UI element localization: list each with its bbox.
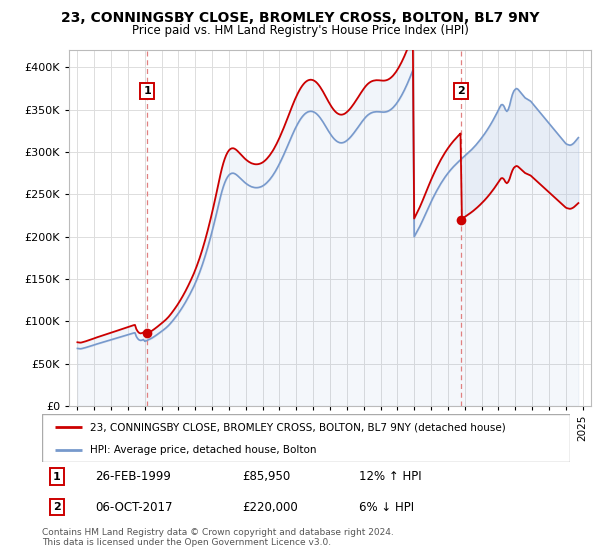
Text: 6% ↓ HPI: 6% ↓ HPI <box>359 501 414 514</box>
Text: 1: 1 <box>143 86 151 96</box>
Text: 23, CONNINGSBY CLOSE, BROMLEY CROSS, BOLTON, BL7 9NY: 23, CONNINGSBY CLOSE, BROMLEY CROSS, BOL… <box>61 11 539 25</box>
Text: 06-OCT-2017: 06-OCT-2017 <box>95 501 172 514</box>
Text: 2: 2 <box>53 502 61 512</box>
Text: 12% ↑ HPI: 12% ↑ HPI <box>359 470 421 483</box>
Text: HPI: Average price, detached house, Bolton: HPI: Average price, detached house, Bolt… <box>89 445 316 455</box>
Text: £85,950: £85,950 <box>242 470 291 483</box>
Text: 1: 1 <box>53 472 61 482</box>
Text: Contains HM Land Registry data © Crown copyright and database right 2024.
This d: Contains HM Land Registry data © Crown c… <box>42 528 394 547</box>
Text: Price paid vs. HM Land Registry's House Price Index (HPI): Price paid vs. HM Land Registry's House … <box>131 24 469 36</box>
Text: 26-FEB-1999: 26-FEB-1999 <box>95 470 170 483</box>
Text: 2: 2 <box>457 86 464 96</box>
Text: 23, CONNINGSBY CLOSE, BROMLEY CROSS, BOLTON, BL7 9NY (detached house): 23, CONNINGSBY CLOSE, BROMLEY CROSS, BOL… <box>89 422 505 432</box>
Text: £220,000: £220,000 <box>242 501 298 514</box>
